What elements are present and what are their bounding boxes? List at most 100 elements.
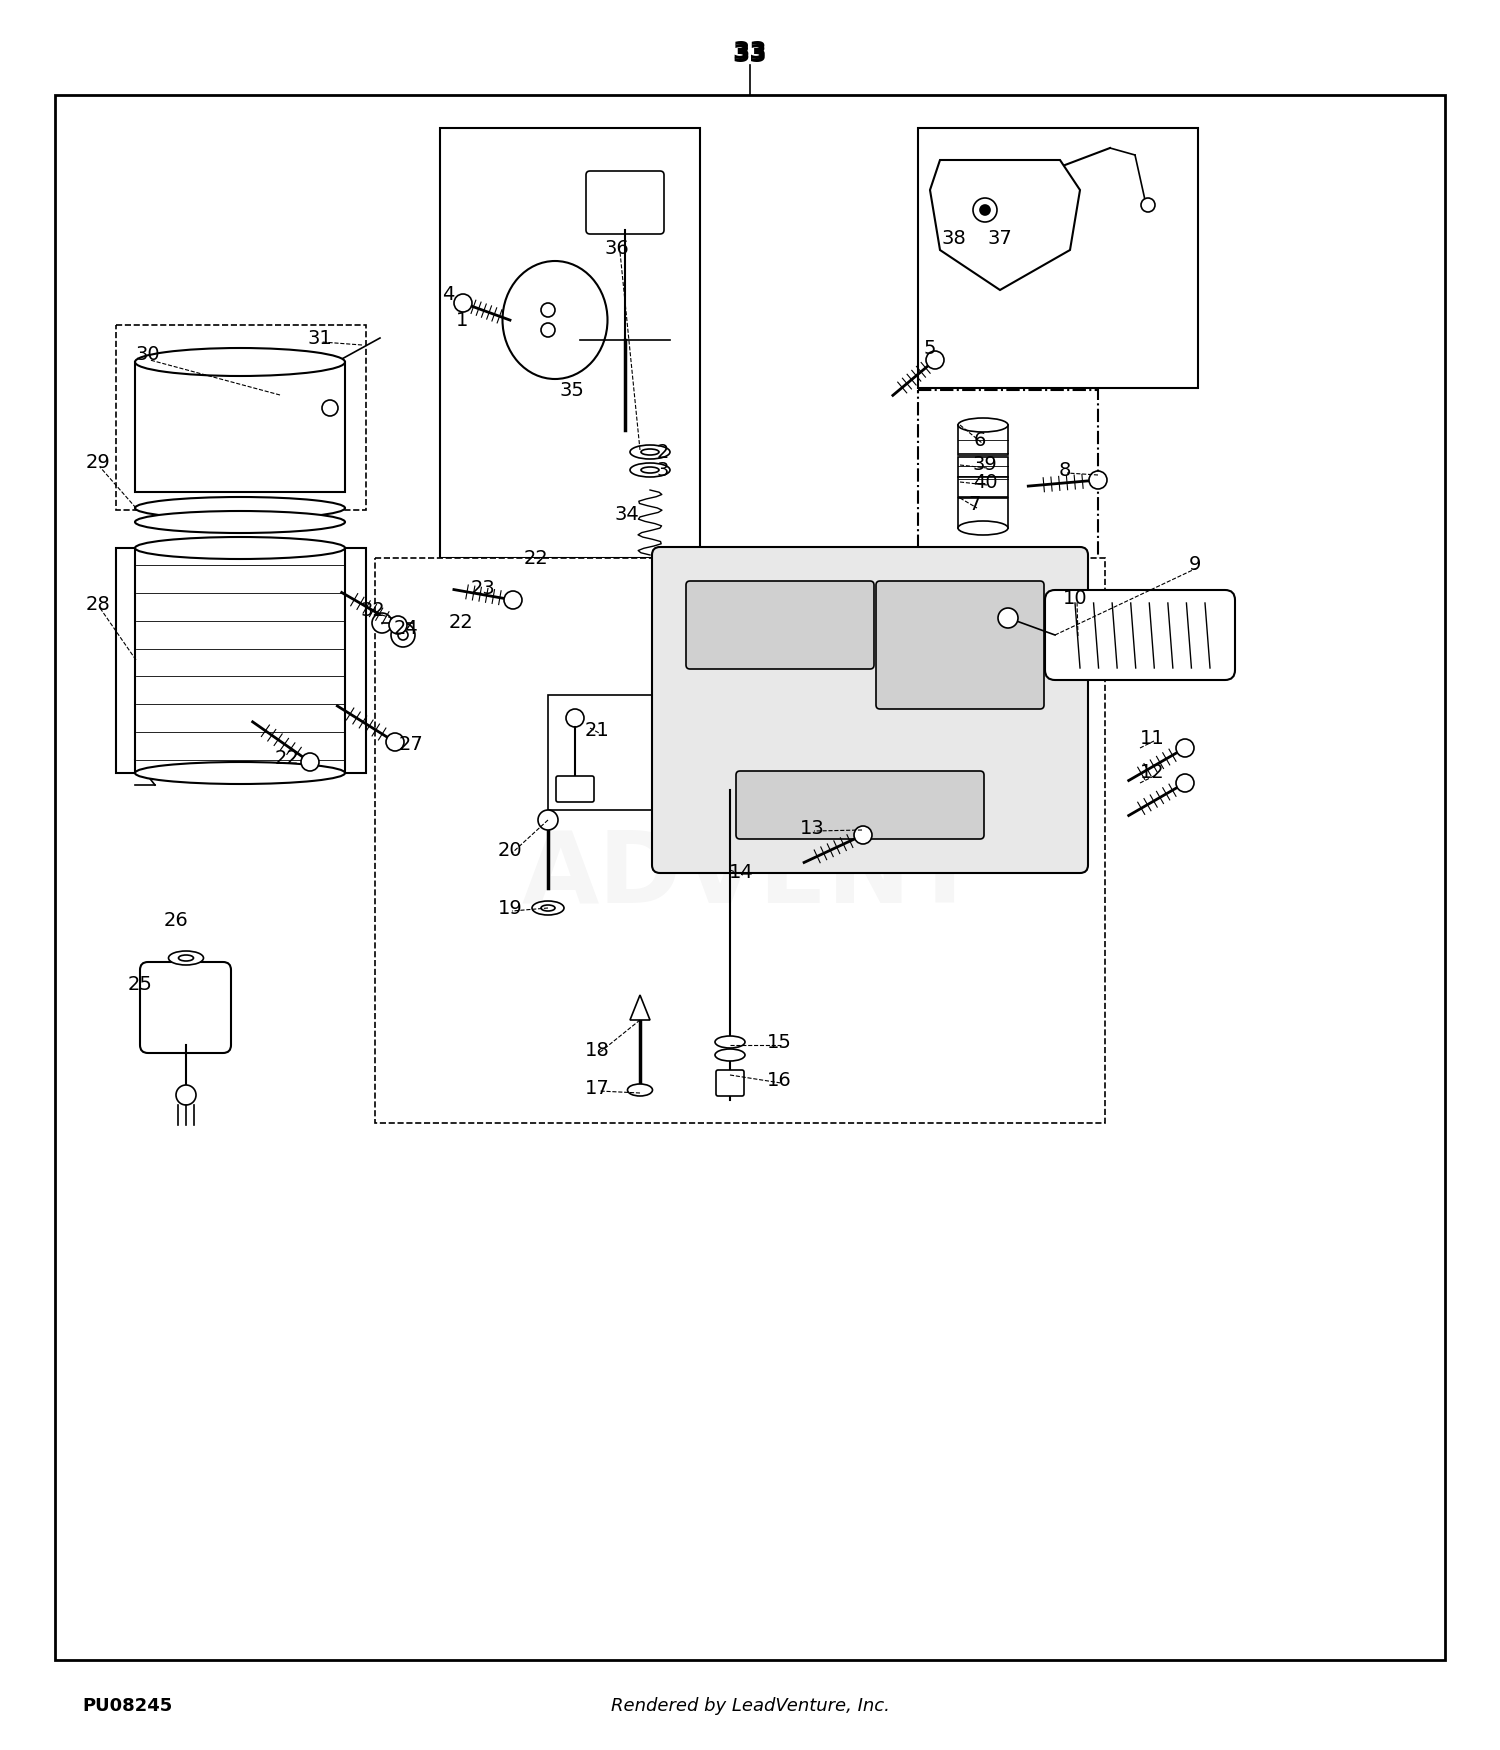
Bar [958,425,1008,455]
Ellipse shape [630,464,670,478]
Bar [135,548,345,774]
Text: 34: 34 [615,506,639,525]
FancyBboxPatch shape [1046,590,1234,681]
Ellipse shape [958,522,1008,536]
Text: 22: 22 [274,749,300,768]
FancyBboxPatch shape [586,172,664,234]
Ellipse shape [716,1036,746,1048]
Text: 26: 26 [164,910,189,929]
Text: 22: 22 [448,612,474,632]
Text: 18: 18 [585,1041,609,1059]
Ellipse shape [640,450,658,455]
Bar [440,128,700,558]
Text: ADVENT: ADVENT [520,826,980,924]
Text: 25: 25 [128,975,153,994]
Circle shape [454,294,472,311]
FancyBboxPatch shape [876,581,1044,709]
Circle shape [1089,471,1107,488]
Bar [116,326,366,509]
Ellipse shape [135,761,345,784]
Bar [135,362,345,492]
Text: 23: 23 [471,579,495,597]
Ellipse shape [532,901,564,915]
Text: 27: 27 [399,735,423,754]
Text: 19: 19 [498,898,522,917]
Bar [116,548,366,774]
Circle shape [1176,774,1194,793]
Text: 11: 11 [1140,728,1164,747]
Text: 10: 10 [1062,588,1088,607]
Circle shape [542,324,555,338]
Text: 4: 4 [442,285,454,304]
Circle shape [980,205,990,215]
Text: 8: 8 [1059,460,1071,480]
Text: 9: 9 [1190,555,1202,574]
Text: 30: 30 [135,345,160,364]
Circle shape [853,826,871,844]
Text: 13: 13 [800,819,825,838]
Text: 7: 7 [969,495,981,514]
FancyBboxPatch shape [716,1069,744,1096]
Bar [958,457,1008,478]
Text: 6: 6 [974,430,986,450]
Polygon shape [930,159,1080,290]
Text: 37: 37 [987,229,1012,247]
Ellipse shape [135,348,345,376]
Circle shape [392,623,416,648]
Text: 1: 1 [456,310,468,329]
Text: 33: 33 [732,40,768,65]
Bar [56,94,1444,1661]
FancyBboxPatch shape [686,581,874,668]
Circle shape [176,1085,196,1104]
Text: 16: 16 [766,1071,792,1090]
Circle shape [386,733,404,751]
Circle shape [372,612,392,634]
Ellipse shape [958,418,1008,432]
Circle shape [504,592,522,609]
FancyBboxPatch shape [140,963,231,1054]
Ellipse shape [503,261,608,380]
Circle shape [926,352,944,369]
Bar [375,558,1106,1124]
FancyBboxPatch shape [736,772,984,838]
Ellipse shape [716,1048,746,1060]
Bar [918,128,1198,389]
Circle shape [538,810,558,829]
Ellipse shape [178,956,194,961]
Text: Rendered by LeadVenture, Inc.: Rendered by LeadVenture, Inc. [610,1698,890,1715]
Circle shape [388,616,406,634]
Text: 35: 35 [560,380,585,399]
Text: 40: 40 [972,473,998,492]
Circle shape [398,630,408,640]
Circle shape [998,607,1018,628]
Bar [918,390,1098,565]
Ellipse shape [630,444,670,458]
Ellipse shape [542,905,555,912]
Circle shape [542,303,555,317]
Text: 21: 21 [585,721,609,740]
Ellipse shape [135,511,345,534]
Text: 17: 17 [585,1078,609,1097]
Text: 31: 31 [308,329,333,348]
Bar [548,695,656,810]
Text: PU08245: PU08245 [82,1698,172,1715]
Text: 29: 29 [86,453,111,472]
Circle shape [302,752,320,772]
Text: 38: 38 [942,229,966,247]
Text: 22: 22 [524,548,549,567]
Circle shape [974,198,998,222]
Ellipse shape [135,537,345,558]
Text: 2: 2 [657,443,669,462]
Text: 39: 39 [972,455,998,474]
Text: 36: 36 [604,238,630,257]
Polygon shape [630,996,650,1020]
Ellipse shape [627,1083,652,1096]
Ellipse shape [168,950,204,964]
Text: 15: 15 [766,1032,792,1052]
Text: 20: 20 [498,840,522,859]
Text: 5: 5 [924,338,936,357]
Text: 14: 14 [729,863,753,882]
Circle shape [1176,738,1194,758]
Text: 32: 32 [360,600,386,619]
Text: 12: 12 [1140,763,1164,782]
